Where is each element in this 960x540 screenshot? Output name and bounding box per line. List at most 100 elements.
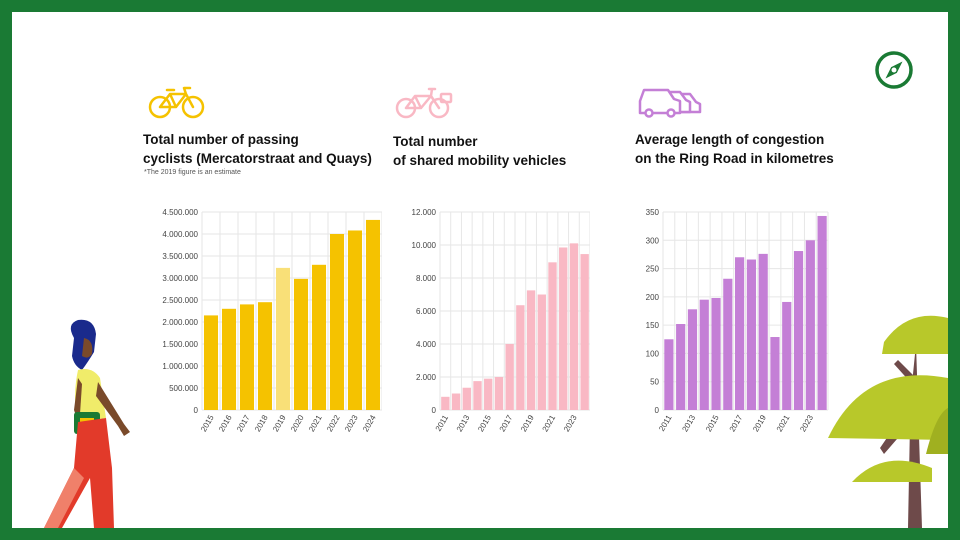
x-tick-label: 2011 (657, 413, 674, 433)
bar (329, 234, 345, 410)
bar (817, 215, 827, 410)
x-tick-label: 2018 (253, 413, 270, 433)
bar (537, 294, 546, 410)
x-tick-label: 2021 (307, 413, 324, 433)
y-tick-label: 3.000.000 (162, 274, 198, 283)
x-tick-label: 2013 (681, 413, 698, 433)
x-tick-label: 2023 (798, 413, 815, 433)
bar (580, 254, 589, 410)
x-tick-label: 2024 (361, 413, 378, 433)
y-tick-label: 500.000 (169, 384, 198, 393)
bar (484, 378, 493, 410)
y-tick-label: 1.500.000 (162, 340, 198, 349)
bar (559, 247, 568, 410)
bar (257, 302, 273, 410)
x-tick-label: 2011 (434, 413, 451, 433)
x-tick-label: 2020 (289, 413, 306, 433)
y-tick-label: 4.000.000 (162, 230, 198, 239)
compass-icon (875, 51, 913, 89)
y-tick-label: 6.000 (416, 307, 437, 316)
bar (805, 240, 815, 410)
bar (451, 393, 461, 410)
x-tick-label: 2022 (325, 413, 342, 433)
y-tick-label: 3.500.000 (162, 252, 198, 261)
walking-woman-illustration (44, 319, 130, 528)
chart-congestion: 0 50 100 150 200 250 300 350 2011 2013 2015 2017 201… (646, 208, 829, 433)
y-tick-label: 2.000.000 (162, 318, 198, 327)
x-tick-label: 2017 (235, 413, 252, 433)
y-tick-label: 100 (646, 349, 660, 358)
bar (770, 337, 780, 410)
chart-title-congestion: Average length of congestion on the Ring… (635, 132, 834, 166)
y-tick-label: 1.000.000 (162, 362, 198, 371)
y-tick-label: 8.000 (416, 274, 437, 283)
y-tick-label: 0 (655, 406, 660, 415)
bar (793, 251, 804, 410)
bar (516, 305, 525, 410)
y-tick-label: 300 (646, 236, 660, 245)
y-tick-label: 4.000 (416, 340, 437, 349)
chart-title-cyclists: Total number of passing cyclists (Mercat… (143, 132, 372, 166)
chart-title-shared: Total number of shared mobility vehicles (393, 134, 567, 168)
x-tick-label: 2013 (455, 413, 472, 433)
bar (569, 243, 579, 410)
bar (293, 278, 309, 410)
x-tick-label: 2019 (271, 413, 288, 433)
bar (221, 308, 237, 410)
bicycle-icon (148, 86, 205, 119)
bar (758, 253, 768, 410)
bar (676, 324, 686, 410)
bar (664, 339, 674, 410)
x-tick-label: 2016 (217, 413, 234, 433)
bar (494, 377, 504, 410)
shared-bike-icon (395, 87, 453, 119)
bar (275, 267, 291, 410)
y-tick-label: 2.500.000 (162, 296, 198, 305)
tree-illustration (828, 315, 948, 528)
y-tick-label: 250 (646, 265, 660, 274)
x-tick-label: 2019 (751, 413, 768, 433)
y-tick-label: 150 (646, 321, 660, 330)
bar (711, 297, 721, 410)
y-tick-label: 0 (194, 406, 199, 415)
bar (239, 304, 255, 410)
x-tick-label: 2017 (498, 413, 515, 433)
y-tick-label: 200 (646, 293, 660, 302)
y-tick-label: 2.000 (416, 373, 437, 382)
bar (687, 309, 698, 410)
bar (526, 290, 536, 410)
x-tick-label: 2021 (775, 413, 792, 433)
bar (746, 259, 756, 410)
bar (782, 301, 792, 410)
x-tick-label: 2015 (476, 413, 493, 433)
chart-note-estimate: *The 2019 figure is an estimate (144, 169, 241, 176)
x-tick-label: 2015 (704, 413, 721, 433)
bar (203, 315, 219, 410)
bar (462, 387, 471, 410)
x-tick-label: 2023 (343, 413, 360, 433)
cars-icon (638, 88, 702, 118)
bar (365, 219, 381, 410)
bar (505, 344, 514, 410)
bar (473, 381, 482, 410)
y-tick-label: 12.000 (412, 208, 437, 217)
chart-cyclists: 0 500.000 1.000.000 1.500.000 2.000.000 2.500… (162, 208, 382, 433)
bar (441, 396, 450, 410)
bar (548, 262, 557, 410)
bar (723, 278, 733, 410)
x-tick-label: 2023 (562, 413, 579, 433)
x-tick-label: 2019 (519, 413, 536, 433)
x-tick-label: 2021 (541, 413, 558, 433)
y-tick-label: 0 (432, 406, 437, 415)
y-tick-label: 4.500.000 (162, 208, 198, 217)
bar (311, 264, 327, 410)
y-tick-label: 50 (650, 378, 659, 387)
bar (699, 299, 709, 410)
x-tick-label: 2017 (728, 413, 745, 433)
slide: Total number of passing cyclists (Mercat… (12, 12, 948, 528)
bar (735, 257, 745, 410)
y-tick-label: 350 (646, 208, 660, 217)
x-tick-label: 2015 (199, 413, 216, 433)
y-tick-label: 10.000 (412, 241, 437, 250)
